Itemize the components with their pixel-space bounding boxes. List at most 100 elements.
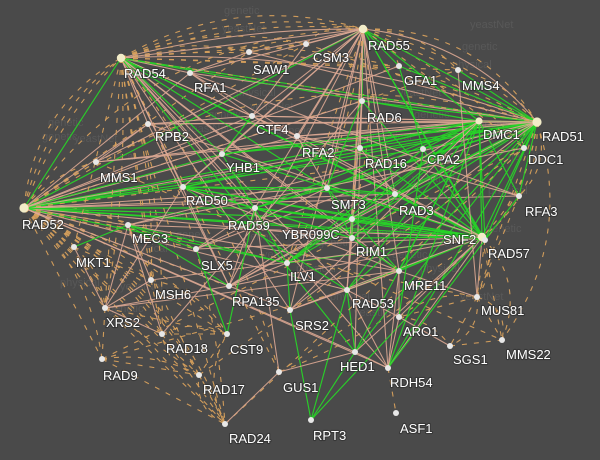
edge-physical [120,55,538,123]
graph-node-srs2[interactable] [287,307,293,313]
graph-node-rad50[interactable] [180,184,186,190]
edge-physical [228,236,483,287]
watermark-label: genetic [462,41,498,53]
graph-node-cst9[interactable] [224,331,230,337]
graph-node-rad9[interactable] [99,356,105,362]
graph-node-rad52[interactable] [19,203,29,213]
node-label-rad57: RAD57 [488,246,530,261]
node-label-sgs1: SGS1 [453,352,488,367]
edge-physical [104,285,230,309]
node-label-asf1: ASF1 [400,421,433,436]
edge-genetic [398,294,478,318]
graph-node-sgs1[interactable] [447,343,453,349]
edge-physical [398,316,451,347]
edge-genetic [120,26,364,59]
graph-node-rfa3[interactable] [516,193,522,199]
graph-node-mec3[interactable] [125,222,131,228]
edge-coexpression [182,186,328,189]
node-label-cst9: CST9 [230,342,263,357]
edge-physical [23,207,353,239]
graph-node-rpa135[interactable] [226,283,232,289]
graph-node-dmc1[interactable] [475,117,483,125]
graph-node-ilv1[interactable] [284,260,290,266]
graph-node-gfa1[interactable] [396,63,402,69]
edge-physical [346,100,363,291]
graph-node-gus1[interactable] [276,369,282,375]
graph-node-slx5[interactable] [193,246,199,252]
graph-node-rpt3[interactable] [308,417,314,423]
edge-genetic [449,339,503,347]
graph-node-rfa1[interactable] [187,70,193,76]
edge-physical [182,186,400,272]
graph-node-mms22[interactable] [499,337,505,343]
node-label-rad6: RAD6 [367,110,402,125]
graph-node-mre11[interactable] [396,268,402,274]
graph-node-mkt1[interactable] [71,244,77,250]
graph-node-cpa2[interactable] [420,146,426,152]
edge-genetic [23,57,122,209]
edge-genetic [23,207,152,281]
graph-node-rad54[interactable] [116,53,126,63]
graph-node-ctf4[interactable] [249,113,255,119]
edge-physical [23,65,400,209]
graph-node-rad17[interactable] [196,372,202,378]
edge-physical [296,135,328,189]
graph-node-mus81[interactable] [474,294,480,300]
node-label-mre11: MRE11 [404,278,446,293]
watermark-label: physical [60,277,100,289]
graph-node-csm3[interactable] [303,41,309,47]
graph-node-rpb2[interactable] [145,121,151,127]
graph-node-rdh54[interactable] [385,365,391,371]
graph-node-rfa2[interactable] [294,133,300,139]
edge-genetic [104,307,228,335]
graph-node-saw1[interactable] [246,49,252,55]
graph-node-rad59[interactable] [252,205,258,211]
node-label-hed1: HED1 [340,359,375,374]
edge-coexpression [286,262,291,311]
graph-node-rad3[interactable] [392,191,398,197]
graph-node-rad18[interactable] [159,331,165,337]
node-label-smt3: SMT3 [331,197,366,212]
graph-node-rad51[interactable] [532,117,542,127]
edge-physical [398,236,483,318]
graph-node-ybr099c[interactable] [349,216,355,222]
edge-physical [23,100,363,209]
edge-coexpression [351,237,400,272]
graph-node-msh6[interactable] [148,277,154,283]
graph-node-xrs2[interactable] [102,305,108,311]
graph-node-yhb1[interactable] [219,151,225,157]
graph-node-mms4[interactable] [455,67,461,73]
edge-physical [248,51,538,123]
graph-node-aro1[interactable] [396,314,402,320]
graph-node-rad16[interactable] [357,145,363,151]
graph-node-rad55[interactable] [358,24,368,34]
edge-physical [182,153,223,188]
graph-node-rim1[interactable] [349,235,355,241]
graph-node-rad24[interactable] [222,421,228,427]
edge-genetic [23,207,103,360]
graph-node-ddc1[interactable] [521,145,527,151]
node-label-mms22: MMS22 [506,347,551,362]
edge-genetic [73,246,106,309]
graph-node-rad53[interactable] [344,287,350,293]
edge-coexpression [73,224,129,248]
edge-physical [95,123,149,163]
edge-coexpression [362,28,480,122]
graph-node-mms1[interactable] [93,159,99,165]
graph-node-smt3[interactable] [324,185,330,191]
edge-genetic [457,69,538,123]
graph-node-asf1[interactable] [393,410,399,416]
edge-genetic [481,236,511,341]
watermark-label: genetic [42,131,78,143]
edge-genetic [23,207,129,226]
node-layer[interactable] [19,24,542,427]
edge-coexpression [182,186,486,241]
graph-node-rad57[interactable] [482,237,488,243]
edge-coexpression [182,186,396,195]
edge-coexpression [120,57,223,155]
graph-node-hed1[interactable] [352,349,358,355]
edge-physical [289,289,348,311]
graph-node-rad6[interactable] [359,98,365,104]
